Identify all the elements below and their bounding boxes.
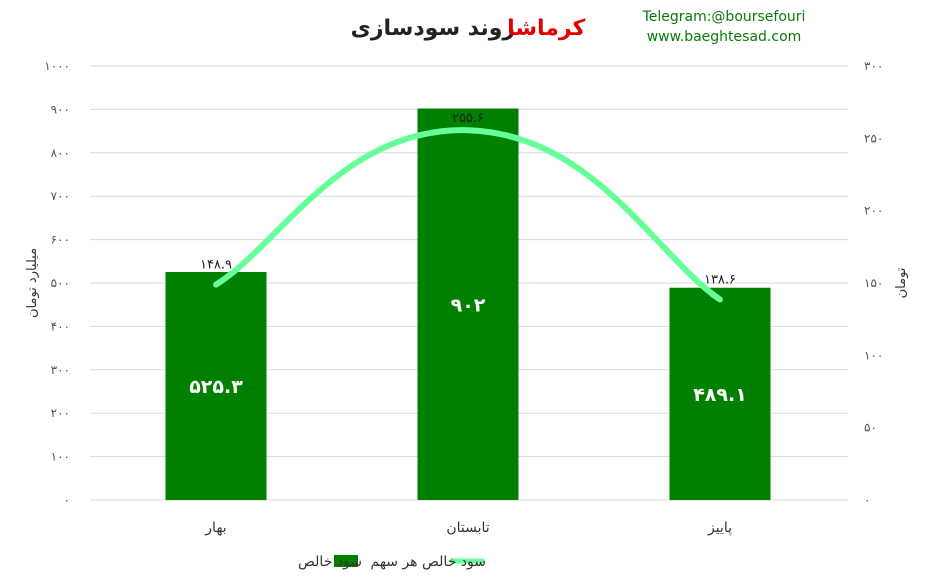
left-tick-label: ۱۰۰۰ [44, 59, 70, 73]
category-labels: بهار تابستان پاییز [204, 520, 732, 536]
left-tick-label: ۴۰۰ [51, 319, 70, 333]
bar [417, 108, 519, 501]
chart-title: کرماشاروند سودسازی [351, 16, 586, 41]
left-axis-title: میلیارد تومان [25, 248, 40, 318]
line-series: ۱۴۸.۹ ۲۵۵.۶ ۱۳۸.۶ [200, 111, 736, 303]
left-tick-label: ۶۰۰ [51, 233, 70, 247]
left-tick-label: ۲۰۰ [51, 406, 70, 420]
chart-title-main: روند سودسازی [351, 16, 515, 41]
brand-website: www.baeghtesad.com [647, 29, 802, 45]
right-tick-label: ۲۰۰ [864, 204, 883, 218]
left-tick-label: ۷۰۰ [51, 189, 70, 203]
category-label: تابستان [446, 520, 489, 536]
series-line [213, 127, 723, 303]
right-axis-title: تومان [894, 267, 909, 298]
right-tick-label: ۱۰۰ [864, 348, 883, 362]
line-data-label: ۱۴۸.۹ [200, 258, 232, 273]
bar-series: ۵۲۵.۳ ۹۰۲ ۴۸۹.۱ [165, 108, 771, 501]
right-tick-label: ۵۰ [864, 421, 877, 435]
bar [669, 287, 771, 500]
right-tick-label: ۲۵۰ [864, 131, 883, 145]
left-tick-label: ۱۰۰ [51, 450, 70, 464]
category-label: بهار [204, 520, 226, 536]
legend-label-bar: سود خالص [298, 554, 362, 570]
left-axis-ticks: ۰ ۱۰۰ ۲۰۰ ۳۰۰ ۴۰۰ ۵۰۰ ۶۰۰ ۷۰۰ ۸۰۰ ۹۰۰ ۱۰۰۰ [44, 59, 70, 507]
left-tick-label: ۹۰۰ [51, 102, 70, 116]
left-tick-label: ۰ [64, 493, 70, 507]
right-tick-label: ۱۵۰ [864, 276, 883, 290]
bar-data-label: ۹۰۲ [451, 294, 486, 316]
line-data-label: ۱۳۸.۶ [704, 272, 736, 287]
bar [165, 272, 267, 500]
left-tick-label: ۳۰۰ [51, 363, 70, 377]
left-tick-label: ۸۰۰ [51, 146, 70, 160]
category-label: پاییز [707, 520, 732, 536]
legend-label-line: سود خالص هر سهم [371, 554, 487, 570]
right-tick-label: ۳۰۰ [864, 59, 883, 73]
bar-data-label: ۴۸۹.۱ [693, 384, 747, 406]
bar-data-label: ۵۲۵.۳ [189, 376, 243, 398]
chart-title-accent: کرماشا [507, 16, 585, 41]
brand-telegram: Telegram:@boursefouri [642, 9, 806, 25]
line-data-label: ۲۵۵.۶ [452, 111, 484, 126]
left-tick-label: ۵۰۰ [51, 276, 70, 290]
right-axis-ticks: ۰ ۵۰ ۱۰۰ ۱۵۰ ۲۰۰ ۲۵۰ ۳۰۰ [864, 59, 883, 507]
right-tick-label: ۰ [864, 493, 870, 507]
legend: سود خالص سود خالص هر سهم [298, 554, 486, 570]
legend-swatch-bar [334, 555, 358, 567]
